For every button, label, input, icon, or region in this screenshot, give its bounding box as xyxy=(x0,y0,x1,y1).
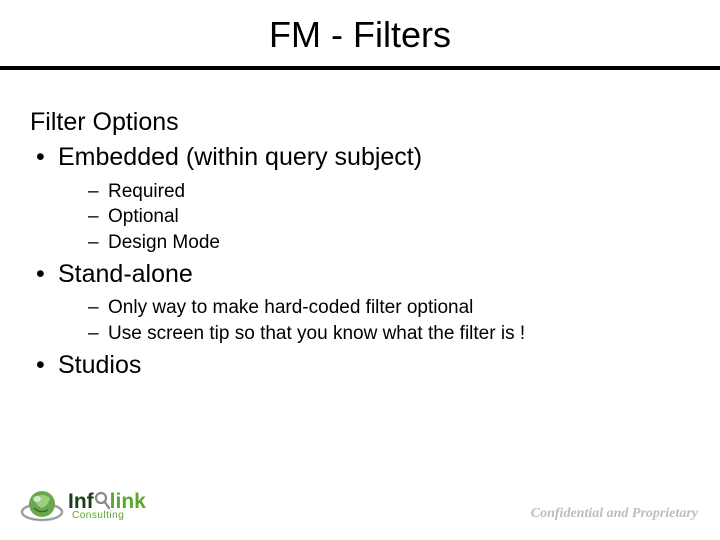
bullet-list: Embedded (within query subject) Required… xyxy=(30,141,690,382)
sub-item: Optional xyxy=(88,204,690,230)
logo-text: Inflink xyxy=(68,491,146,512)
globe-icon xyxy=(20,484,64,528)
title-area: FM - Filters xyxy=(0,0,720,56)
bullet-label: Stand-alone xyxy=(58,260,193,288)
footer: Inflink Consulting Confidential and Prop… xyxy=(0,480,720,528)
company-logo: Inflink Consulting xyxy=(20,484,146,528)
sub-item: Use screen tip so that you know what the… xyxy=(88,321,690,347)
bullet-item: Embedded (within query subject) Required… xyxy=(34,141,690,256)
sub-item: Design Mode xyxy=(88,230,690,256)
section-heading: Filter Options xyxy=(30,108,690,137)
sub-list: Required Optional Design Mode xyxy=(58,179,690,256)
bullet-label: Studios xyxy=(58,351,141,379)
bullet-label: Embedded (within query subject) xyxy=(58,143,422,171)
logo-text-block: Inflink Consulting xyxy=(68,491,146,521)
content-area: Filter Options Embedded (within query su… xyxy=(0,70,720,382)
magnifier-icon xyxy=(94,491,110,511)
bullet-item: Stand-alone Only way to make hard-coded … xyxy=(34,258,690,347)
slide-title: FM - Filters xyxy=(0,14,720,56)
sub-item: Only way to make hard-coded filter optio… xyxy=(88,295,690,321)
confidential-text: Confidential and Proprietary xyxy=(531,506,698,522)
sub-item: Required xyxy=(88,179,690,205)
bullet-item: Studios xyxy=(34,349,690,383)
slide: FM - Filters Filter Options Embedded (wi… xyxy=(0,0,720,540)
sub-list: Only way to make hard-coded filter optio… xyxy=(58,295,690,346)
